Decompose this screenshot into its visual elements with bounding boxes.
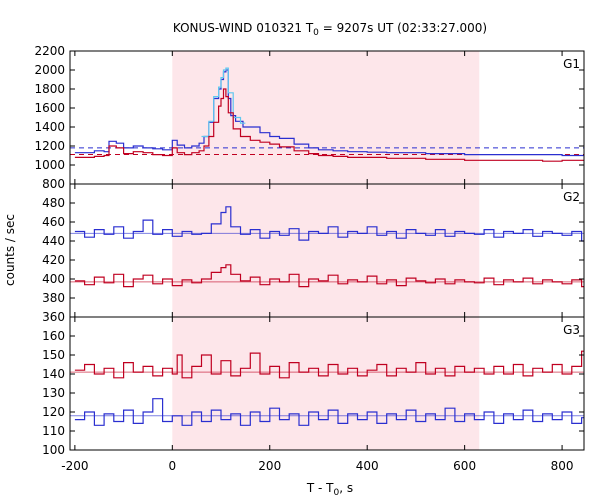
y-tick-label: 100: [42, 443, 65, 457]
y-tick-label: 800: [42, 177, 65, 191]
xlabel-rest: , s: [339, 481, 353, 495]
panel-g1: 800 1000 1200 1400 1600 1800 2000 2200 G1: [34, 44, 585, 191]
series-blue-g2: [74, 206, 584, 242]
title-sub: 0: [313, 28, 319, 38]
x-tick-label: 800: [551, 459, 574, 473]
y-tick-label: 110: [42, 424, 65, 438]
y-tick-label: 140: [42, 367, 65, 381]
shaded-interval-rect: [172, 51, 480, 450]
panel-g2: 360 380 400 420 440 460 480 G2: [42, 183, 585, 324]
series-blue-g1: [74, 69, 584, 157]
y-tick-label: 1000: [34, 158, 65, 172]
x-tick-label: 600: [453, 459, 476, 473]
y-tick-label: 150: [42, 348, 65, 362]
y-tick-label: 1200: [34, 139, 65, 153]
y-tick-label: 360: [42, 310, 65, 324]
panels: 800 1000 1200 1400 1600 1800 2000 2200 G1 360 380 4…: [34, 44, 585, 457]
y-axis-label: counts / sec: [3, 214, 17, 286]
shaded-interval: [172, 51, 480, 450]
x-tick-label: 400: [356, 459, 379, 473]
y-tick-label: 420: [42, 253, 65, 267]
y-tick-label: 440: [42, 234, 65, 248]
x-tick-label: -200: [61, 459, 88, 473]
y-tick-label: 1400: [34, 120, 65, 134]
y-tick-label: 2200: [34, 44, 65, 58]
panel-frame: [69, 316, 585, 451]
x-axis: -200 0 200 400 600 800: [61, 459, 573, 473]
series-blue-g3: [74, 398, 584, 426]
y-tick-label: 380: [42, 291, 65, 305]
series-red-g2: [74, 264, 584, 288]
xlabel-sub: 0: [334, 488, 340, 498]
y-tick-label: 460: [42, 215, 65, 229]
title-main: KONUS-WIND 010321 T: [173, 21, 314, 35]
title-rest: = 9207s UT (02:33:27.000): [319, 21, 487, 35]
y-tick-label: 130: [42, 386, 65, 400]
panel-g3: 100 110 120 130 140 150 160 G3: [42, 316, 585, 457]
x-tick-label: 0: [168, 459, 176, 473]
series-red-g3: [74, 350, 584, 379]
axis-labels: T - T0, s counts / sec: [3, 214, 353, 498]
series-red-g1: [74, 88, 584, 162]
panel-label: G2: [563, 190, 580, 204]
y-tick-label: 1600: [34, 101, 65, 115]
chart-title: KONUS-WIND 010321 T0 = 9207s UT (02:33:2…: [173, 21, 487, 38]
panel-label: G3: [563, 323, 580, 337]
y-tick-label: 400: [42, 272, 65, 286]
xlabel-main: T - T: [306, 481, 334, 495]
x-tick-label: 200: [258, 459, 281, 473]
y-tick-label: 1800: [34, 82, 65, 96]
y-tick-label: 160: [42, 329, 65, 343]
y-tick-label: 120: [42, 405, 65, 419]
x-axis-label: T - T0, s: [306, 481, 353, 498]
y-tick-label: 2000: [34, 63, 65, 77]
svg-text:KONUS-WIND 010321 T0 = 9207s U: KONUS-WIND 010321 T0 = 9207s UT (02:33:2…: [173, 21, 487, 38]
panel-label: G1: [563, 57, 580, 71]
y-tick-label: 480: [42, 196, 65, 210]
